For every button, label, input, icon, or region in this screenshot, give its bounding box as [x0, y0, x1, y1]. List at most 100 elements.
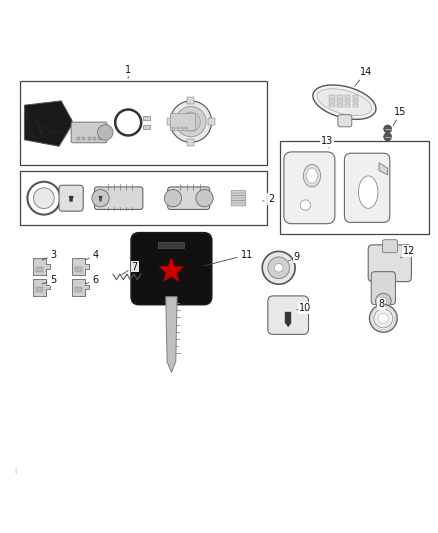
- Circle shape: [374, 309, 393, 328]
- Text: 7: 7: [122, 262, 138, 274]
- Text: 2: 2: [263, 195, 274, 205]
- Bar: [353, 104, 358, 107]
- Bar: [177, 127, 179, 130]
- FancyBboxPatch shape: [368, 245, 411, 281]
- Circle shape: [384, 133, 392, 141]
- Bar: [345, 100, 350, 103]
- Ellipse shape: [317, 89, 372, 116]
- Text: 4: 4: [85, 250, 99, 260]
- FancyBboxPatch shape: [338, 115, 352, 127]
- Circle shape: [181, 112, 201, 131]
- Bar: [187, 98, 194, 104]
- FancyBboxPatch shape: [284, 152, 335, 224]
- Bar: [208, 118, 215, 125]
- Bar: [88, 137, 91, 140]
- Text: i: i: [14, 467, 17, 477]
- Polygon shape: [166, 297, 177, 373]
- Circle shape: [98, 125, 113, 140]
- Polygon shape: [33, 279, 50, 296]
- FancyBboxPatch shape: [231, 190, 246, 196]
- Circle shape: [274, 263, 283, 272]
- Circle shape: [33, 188, 54, 208]
- Bar: [345, 95, 350, 99]
- Bar: [99, 137, 101, 140]
- Bar: [185, 127, 188, 130]
- Circle shape: [196, 190, 213, 207]
- Text: 14: 14: [355, 67, 372, 86]
- FancyBboxPatch shape: [382, 240, 398, 253]
- Bar: [77, 137, 80, 140]
- Bar: [20, 80, 267, 165]
- Polygon shape: [159, 258, 184, 281]
- Circle shape: [370, 304, 397, 332]
- Text: 9: 9: [289, 252, 300, 262]
- Bar: [279, 141, 429, 234]
- Bar: [143, 125, 150, 128]
- Text: 1: 1: [125, 64, 131, 78]
- Polygon shape: [99, 196, 102, 201]
- Polygon shape: [25, 101, 72, 146]
- FancyBboxPatch shape: [268, 296, 308, 334]
- Ellipse shape: [358, 176, 378, 208]
- Bar: [82, 137, 85, 140]
- Circle shape: [92, 190, 109, 207]
- Polygon shape: [72, 279, 89, 296]
- FancyBboxPatch shape: [59, 185, 83, 211]
- Bar: [353, 95, 358, 99]
- Bar: [353, 100, 358, 103]
- FancyBboxPatch shape: [71, 122, 107, 143]
- Text: 11: 11: [205, 250, 253, 266]
- Polygon shape: [170, 113, 195, 130]
- FancyBboxPatch shape: [371, 272, 396, 304]
- Polygon shape: [72, 122, 102, 123]
- Circle shape: [375, 293, 391, 309]
- Circle shape: [176, 107, 206, 137]
- Bar: [36, 287, 43, 293]
- FancyBboxPatch shape: [231, 196, 246, 201]
- Bar: [20, 172, 267, 225]
- FancyBboxPatch shape: [344, 153, 390, 222]
- Bar: [172, 127, 175, 130]
- Ellipse shape: [304, 165, 321, 187]
- Bar: [329, 95, 335, 99]
- Text: 6: 6: [85, 276, 99, 285]
- Circle shape: [384, 125, 392, 133]
- Text: 12: 12: [401, 246, 416, 258]
- Bar: [329, 104, 335, 107]
- Polygon shape: [188, 118, 194, 126]
- Polygon shape: [379, 163, 388, 175]
- FancyBboxPatch shape: [131, 233, 212, 304]
- FancyBboxPatch shape: [95, 187, 143, 209]
- Bar: [75, 266, 82, 272]
- Bar: [345, 104, 350, 107]
- Circle shape: [262, 252, 295, 284]
- Bar: [337, 100, 343, 103]
- Bar: [75, 287, 82, 293]
- Bar: [337, 104, 343, 107]
- Bar: [167, 118, 173, 125]
- Bar: [143, 116, 150, 120]
- Text: 13: 13: [321, 136, 333, 148]
- Circle shape: [268, 257, 290, 279]
- Text: 3: 3: [42, 250, 57, 260]
- Text: 8: 8: [378, 299, 384, 309]
- Bar: [93, 137, 96, 140]
- Circle shape: [378, 313, 389, 324]
- Ellipse shape: [313, 85, 376, 119]
- Polygon shape: [69, 196, 73, 201]
- Circle shape: [164, 190, 182, 207]
- Circle shape: [300, 200, 311, 211]
- Bar: [159, 243, 184, 248]
- Bar: [337, 95, 343, 99]
- Text: 5: 5: [42, 276, 57, 285]
- Bar: [285, 312, 291, 322]
- Bar: [181, 127, 184, 130]
- Text: 10: 10: [297, 303, 311, 313]
- Ellipse shape: [307, 168, 318, 183]
- Circle shape: [28, 182, 60, 215]
- Circle shape: [380, 297, 387, 304]
- FancyBboxPatch shape: [231, 201, 246, 206]
- Bar: [329, 100, 335, 103]
- Polygon shape: [33, 258, 50, 275]
- Polygon shape: [72, 258, 89, 275]
